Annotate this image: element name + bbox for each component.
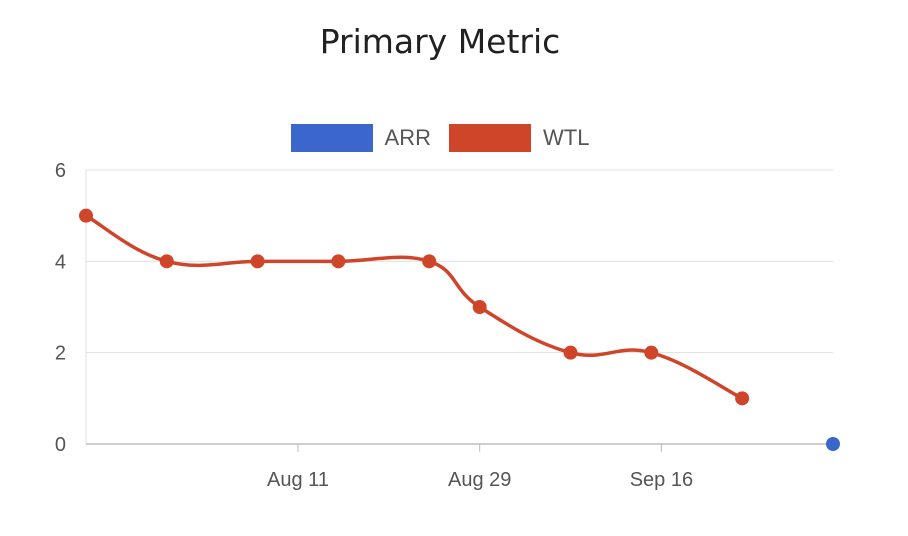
data-point-wtl-7 [644, 345, 659, 360]
y-tick-label-0: 0 [55, 434, 66, 456]
legend-label-arr: ARR [384, 125, 431, 150]
y-tick-label-2: 2 [55, 343, 66, 365]
data-point-wtl-2 [250, 254, 265, 269]
data-point-arr-0 [826, 437, 840, 451]
legend-item-arr[interactable]: ARR [290, 124, 431, 152]
series-line-wtl [84, 213, 744, 401]
data-point-wtl-4 [422, 254, 437, 269]
data-point-wtl-8 [735, 391, 750, 406]
legend-swatch-wtl [449, 124, 531, 152]
data-point-wtl-5 [472, 300, 487, 314]
data-point-wtl-0 [79, 208, 93, 223]
x-tick-label-2: Sep 16 [630, 469, 693, 491]
x-tick-label-1: Aug 29 [448, 469, 511, 491]
data-point-wtl-1 [159, 254, 174, 269]
legend-item-wtl[interactable]: WTL [449, 124, 589, 152]
legend-swatch-arr [290, 124, 373, 152]
chart-legend: ARR WTL [0, 124, 880, 152]
chart-title: Primary Metric [319, 22, 561, 61]
x-tick-label-0: Aug 11 [267, 469, 329, 491]
data-point-wtl-6 [563, 345, 578, 360]
y-tick-label-6: 6 [55, 160, 66, 182]
y-tick-label-4: 4 [55, 251, 66, 273]
data-point-wtl-3 [331, 254, 346, 269]
legend-label-wtl: WTL [543, 125, 590, 150]
